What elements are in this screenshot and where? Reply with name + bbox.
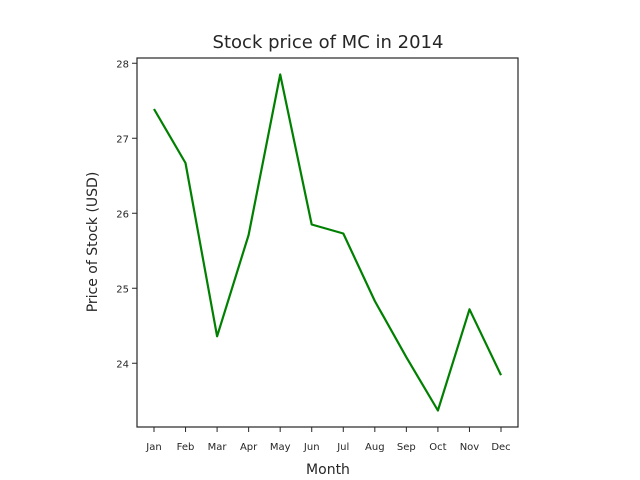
y-tick-label: 27: [116, 134, 129, 145]
x-tick-label: Mar: [208, 442, 228, 453]
series-line: [153, 73, 502, 412]
chart-title: Stock price of MC in 2014: [213, 32, 444, 53]
y-axis-label: Price of Stock (USD): [85, 172, 101, 313]
y-axis: 24 25 26 27 28: [116, 59, 137, 370]
x-tick-label: Sep: [397, 442, 416, 453]
x-tick-label: Dec: [491, 442, 510, 453]
x-tick-label: Jun: [303, 442, 320, 453]
x-tick-label: Oct: [429, 442, 446, 453]
x-tick-label: Jul: [336, 442, 349, 453]
y-tick-label: 24: [116, 359, 129, 370]
y-tick-label: 25: [116, 284, 129, 295]
x-tick-label: Nov: [460, 442, 480, 453]
x-tick-label: Apr: [240, 442, 258, 453]
x-tick-label: May: [270, 442, 291, 453]
x-tick-label: Aug: [365, 442, 385, 453]
x-tick-label: Jan: [145, 442, 161, 453]
x-tick-label: Feb: [177, 442, 195, 453]
y-tick-label: 28: [116, 59, 129, 70]
x-axis: Jan Feb Mar Apr May Jun Jul Aug Sep Oct Nov Dec: [145, 427, 511, 453]
y-tick-label: 26: [116, 209, 129, 220]
x-axis-label: Month: [306, 462, 350, 478]
plot-area: [136, 57, 519, 428]
